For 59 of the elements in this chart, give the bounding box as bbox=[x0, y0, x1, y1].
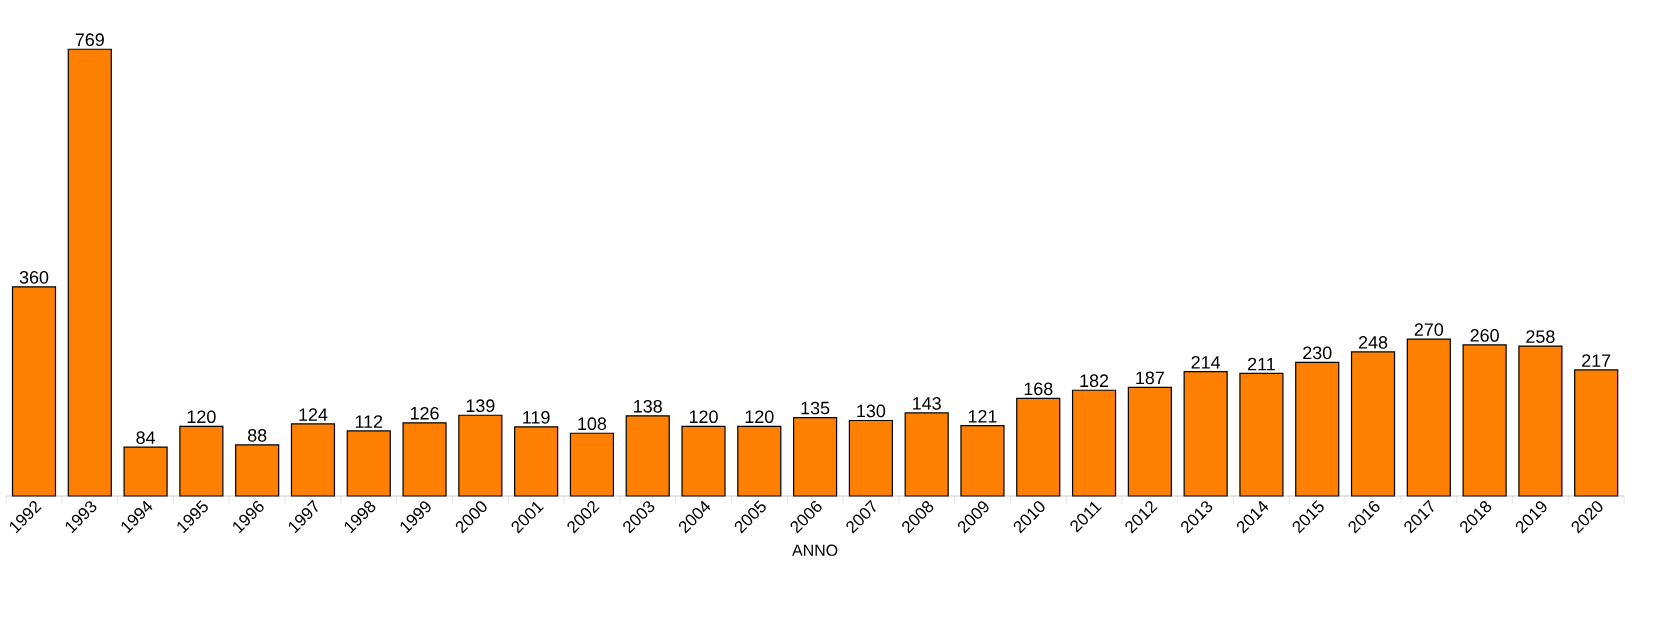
bar bbox=[737, 425, 782, 497]
bar bbox=[514, 426, 559, 497]
bar bbox=[1239, 372, 1284, 497]
bar bbox=[1350, 351, 1396, 497]
bar bbox=[1183, 371, 1228, 497]
data-label: 769 bbox=[75, 33, 104, 47]
data-label: 143 bbox=[913, 397, 941, 410]
bar bbox=[290, 423, 336, 497]
bar bbox=[681, 425, 726, 497]
bar bbox=[848, 419, 893, 497]
bar bbox=[179, 425, 224, 497]
bar bbox=[1462, 344, 1507, 497]
bar bbox=[793, 416, 838, 497]
data-label: 360 bbox=[19, 270, 49, 284]
bar bbox=[1518, 345, 1563, 497]
data-label: 119 bbox=[523, 410, 550, 424]
data-label: 130 bbox=[857, 404, 886, 418]
data-label: 84 bbox=[136, 431, 156, 444]
bar bbox=[1406, 338, 1451, 497]
bar bbox=[1574, 369, 1619, 497]
data-label: 211 bbox=[1248, 357, 1275, 371]
bar bbox=[1127, 386, 1172, 497]
data-label: 217 bbox=[1582, 354, 1611, 367]
data-label: 168 bbox=[1024, 382, 1053, 396]
data-label: 139 bbox=[466, 399, 495, 413]
bar bbox=[1295, 361, 1340, 497]
bar bbox=[960, 425, 1005, 497]
data-label: 187 bbox=[1136, 371, 1164, 385]
bar bbox=[235, 444, 280, 497]
data-label: 248 bbox=[1358, 336, 1388, 349]
bar bbox=[67, 48, 112, 497]
bar bbox=[1071, 389, 1117, 497]
data-label: 214 bbox=[1191, 355, 1221, 369]
data-label: 108 bbox=[578, 417, 607, 431]
data-label: 124 bbox=[299, 408, 328, 421]
bar bbox=[1016, 397, 1061, 497]
data-label: 230 bbox=[1303, 346, 1332, 360]
data-label: 138 bbox=[634, 399, 662, 413]
bar bbox=[625, 415, 670, 497]
bar bbox=[346, 430, 391, 497]
data-label: 120 bbox=[187, 410, 216, 424]
data-label: 135 bbox=[801, 401, 830, 415]
data-label: 270 bbox=[1414, 323, 1444, 336]
data-label: 260 bbox=[1470, 329, 1499, 342]
bar bbox=[123, 446, 168, 497]
data-label: 120 bbox=[745, 410, 774, 424]
x-axis-title: ANNO bbox=[792, 544, 838, 556]
data-label: 126 bbox=[410, 406, 439, 420]
bar bbox=[569, 432, 615, 497]
bar bbox=[11, 286, 57, 497]
data-label: 120 bbox=[689, 410, 718, 424]
bar bbox=[402, 422, 447, 497]
data-label: 182 bbox=[1080, 374, 1109, 388]
bar bbox=[458, 414, 503, 497]
data-label: 121 bbox=[968, 409, 997, 423]
bar bbox=[904, 412, 949, 497]
data-label: 258 bbox=[1526, 330, 1555, 343]
data-label: 112 bbox=[355, 415, 383, 428]
data-label: 88 bbox=[247, 428, 267, 442]
